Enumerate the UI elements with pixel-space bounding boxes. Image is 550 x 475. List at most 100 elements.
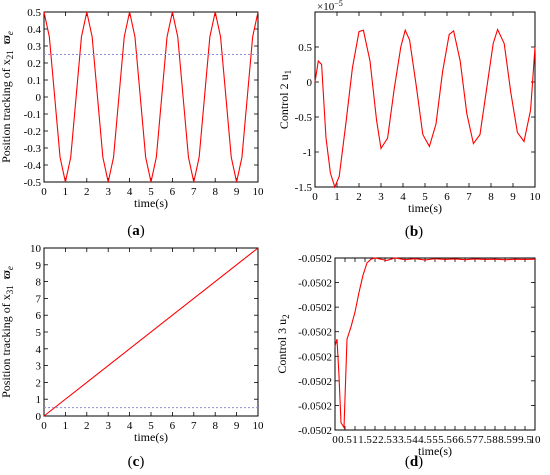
panel-label-c: (c) xyxy=(128,454,145,470)
y-tick-label: 0.5 xyxy=(27,7,41,19)
y-tick-label: 5 xyxy=(36,327,42,339)
x-axis-label: time(s) xyxy=(134,430,168,444)
x-tick-label: 9 xyxy=(510,191,516,203)
panel-label-d: (d) xyxy=(405,454,423,470)
axis-exponent-label: ×10−5 xyxy=(317,0,343,13)
y-tick-label: -1.5 xyxy=(295,182,313,194)
y-axis-label-subscript: 31 xyxy=(5,285,15,294)
x-tick-label: 9.5 xyxy=(518,434,532,446)
x-tick-label: 2 xyxy=(356,191,362,203)
x-axis-label: time(s) xyxy=(418,444,452,458)
y-tick-label: 0.2 xyxy=(27,58,41,70)
x-tick-label: 4.5 xyxy=(418,434,432,446)
y-tick-label: 0 xyxy=(36,411,42,423)
chart-c: 0 1 2 3 4 5 6 7 8 9 10 0 1 2 3 4 5 6 7 8 9 10 time(s) Position … xyxy=(0,243,264,470)
x-tick-label: 6 xyxy=(452,434,458,446)
x-tick-label: 9 xyxy=(234,420,240,432)
plot-frame-d xyxy=(334,257,536,431)
x-tick-label: 2 xyxy=(84,186,90,198)
y-tick-label: -0.1 xyxy=(24,109,41,121)
x-tick-label: 5 xyxy=(148,186,154,198)
y-tick-label: 3 xyxy=(36,361,42,373)
x-tick-label: 8.5 xyxy=(498,434,512,446)
y-tick-label: -0.0502 xyxy=(298,425,332,437)
y-tick-label: -0.4 xyxy=(24,160,42,172)
x-tick-label: 1.5 xyxy=(358,434,372,446)
chart-b: 0 1 2 3 4 5 6 7 8 9 10 -1.5 -1 -0.5 0 0.5 time(s) Control… xyxy=(277,0,541,240)
x-tick-label: 7 xyxy=(191,420,197,432)
series-line-b-0 xyxy=(314,27,536,189)
x-tick-label: 6 xyxy=(170,420,176,432)
x-tick-label: 0 xyxy=(41,186,47,198)
x-tick-label: 7 xyxy=(191,186,197,198)
x-tick-label: 3 xyxy=(392,434,398,446)
x-tick-label: 3.5 xyxy=(398,434,412,446)
y-tick-label: -0.0502 xyxy=(298,278,332,290)
x-tick-label: 0 xyxy=(332,434,338,446)
x-tick-label: 6 xyxy=(170,186,176,198)
x-tick-label: 10 xyxy=(530,434,542,446)
x-axis-label: time(s) xyxy=(134,196,168,210)
x-tick-label: 8 xyxy=(492,434,498,446)
chart-d: 0 0.5 1 1.5 2 2.5 3 3.5 4 4.5 5 5.5 6 6.5 7 7.5 8 8.5 9 9.5… xyxy=(275,253,541,470)
x-tick-label: 5.5 xyxy=(438,434,452,446)
x-tick-label: 1 xyxy=(63,186,69,198)
panel-label-b: (b) xyxy=(405,224,423,240)
x-tick-label: 7 xyxy=(466,191,472,203)
y-tick-label: -0.5 xyxy=(295,112,313,124)
y-axis-label-text: Control 2 u xyxy=(277,74,291,129)
x-tick-label: 4 xyxy=(400,191,406,203)
x-tick-label: 10 xyxy=(253,186,265,198)
x-tick-label: 10 xyxy=(253,420,265,432)
y-axis-label-text: Control 3 u xyxy=(275,319,289,374)
x-tick-label: 4 xyxy=(127,420,133,432)
y-tick-label: 0.3 xyxy=(27,41,41,53)
x-tick-label: 10 xyxy=(530,191,542,203)
y-tick-label: 6 xyxy=(36,310,42,322)
x-tick-label: 8 xyxy=(488,191,494,203)
x-tick-label: 2.5 xyxy=(378,434,392,446)
x-tick-label: 3 xyxy=(105,186,111,198)
y-axis-label: Position tracking of x31 ϖe xyxy=(0,266,15,398)
y-tick-label: 0.4 xyxy=(27,24,41,36)
x-tick-label: 0 xyxy=(312,191,318,203)
x-tick-label: 4 xyxy=(412,434,418,446)
y-tick-label: -1 xyxy=(303,147,312,159)
y-axis-label-text: Position tracking of x xyxy=(0,294,13,398)
x-tick-label: 7 xyxy=(472,434,478,446)
y-tick-label: 0.5 xyxy=(298,42,312,54)
y-tick-label: -0.5 xyxy=(24,177,42,189)
x-tick-label: 6 xyxy=(444,191,450,203)
x-tick-label: 9 xyxy=(512,434,518,446)
y-tick-label: 7 xyxy=(36,293,42,305)
x-tick-label: 3 xyxy=(105,420,111,432)
y-axis-label: Control 3 u2 xyxy=(275,314,291,373)
x-tick-label: 2 xyxy=(372,434,378,446)
x-tick-label: 8 xyxy=(212,186,218,198)
y-tick-label: 9 xyxy=(36,260,42,272)
y-tick-label: 1 xyxy=(36,394,42,406)
y-axis-label: Position tracking of x21 ϖe xyxy=(0,31,15,163)
x-tick-label: 1 xyxy=(352,434,358,446)
x-tick-label: 5 xyxy=(148,420,154,432)
x-tick-label: 5 xyxy=(432,434,438,446)
series-line-a-0 xyxy=(43,11,259,183)
y-tick-label: -0.0502 xyxy=(298,400,332,412)
x-tick-label: 0.5 xyxy=(338,434,352,446)
y-tick-label: 0 xyxy=(36,92,42,104)
y-axis-label-subscript: 2 xyxy=(281,314,291,319)
y-tick-label: -0.0502 xyxy=(298,376,332,388)
y-tick-label: -0.0502 xyxy=(298,253,332,265)
x-tick-label: 6.5 xyxy=(458,434,472,446)
y-tick-label: -0.2 xyxy=(24,126,41,138)
y-tick-label: 10 xyxy=(30,243,42,255)
x-tick-label: 8 xyxy=(212,420,218,432)
x-tick-label: 9 xyxy=(234,186,240,198)
y-tick-label: 8 xyxy=(36,277,42,289)
y-tick-label: 2 xyxy=(36,377,42,389)
panel-label-a: (a) xyxy=(127,223,145,239)
x-tick-label: 4 xyxy=(127,186,133,198)
y-axis-label-text: Position tracking of x xyxy=(0,59,13,163)
x-tick-label: 0 xyxy=(41,420,47,432)
